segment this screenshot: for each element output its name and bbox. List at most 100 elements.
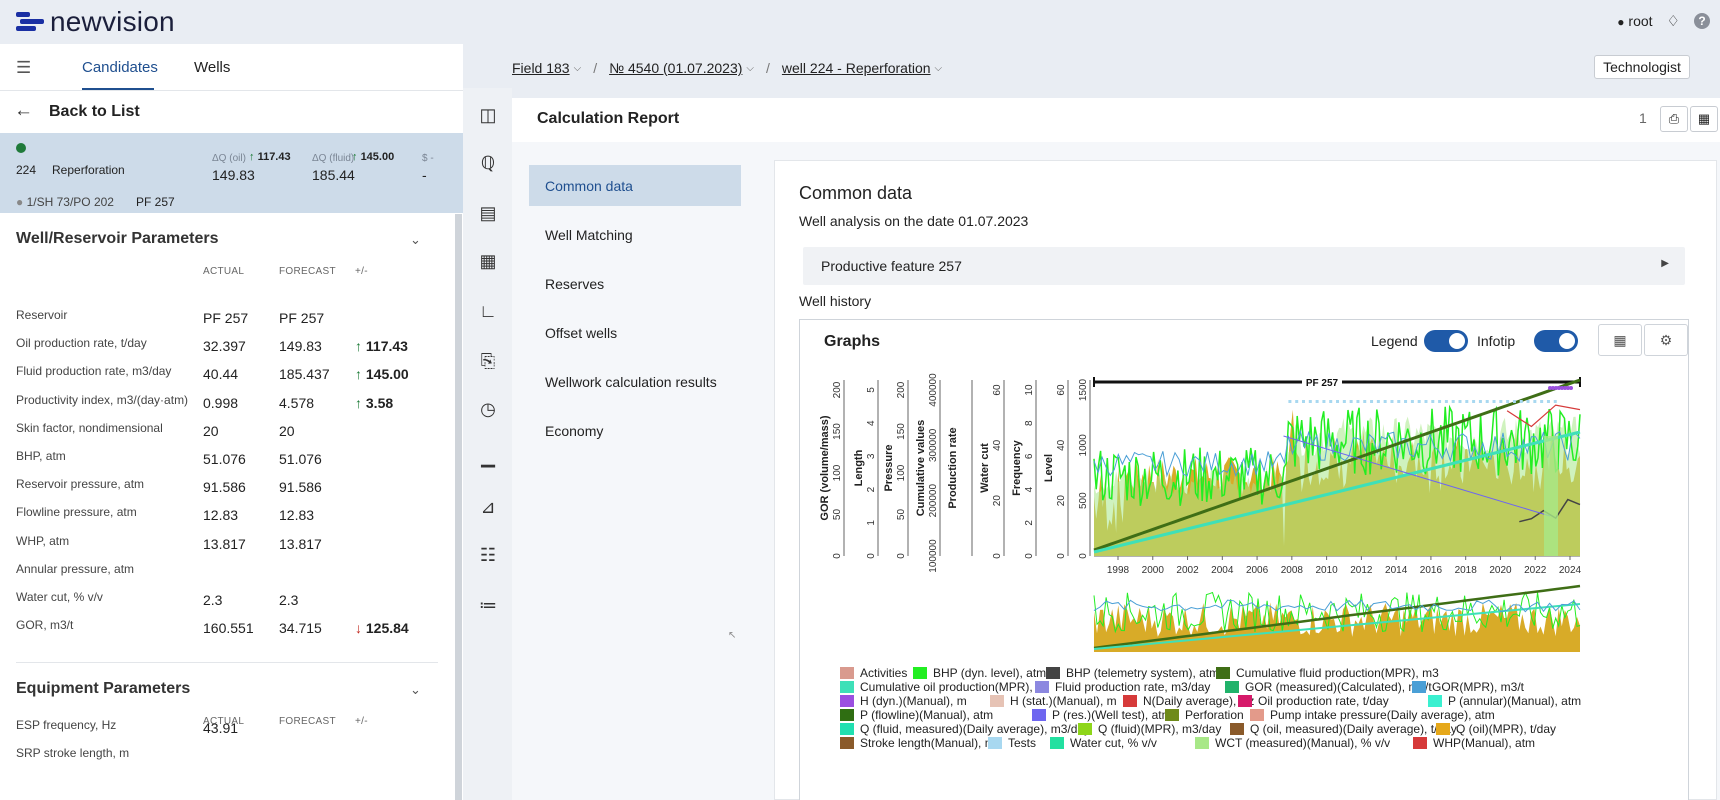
x-tick-label: 2002 (1176, 565, 1199, 576)
legend-item[interactable]: Q (fluid, measured)(Daily average), m3/d… (840, 722, 1090, 736)
common-data-card: Common data Well analysis on the date 01… (774, 160, 1717, 800)
axis-tick-label: 2 (866, 486, 877, 492)
breadcrumb-case[interactable]: № 4540 (01.07.2023) (609, 60, 743, 76)
legend-item[interactable]: Cumulative oil production(MPR), t (840, 680, 1039, 694)
help-icon[interactable]: ? (1694, 13, 1710, 29)
nav-reserves[interactable]: Reserves (545, 276, 605, 292)
map-icon[interactable]: ▤ (479, 203, 497, 223)
chevron-down-icon[interactable]: ⌄ (410, 682, 421, 697)
legend-item[interactable]: Activities (840, 666, 907, 680)
breadcrumb-well[interactable]: well 224 - Reperforation (781, 60, 931, 76)
test-marker (1383, 400, 1387, 403)
tab-wells[interactable]: Wells (194, 59, 231, 76)
test-marker (1370, 400, 1374, 403)
legend-item[interactable]: Q (fluid)(MPR), m3/day (1078, 722, 1221, 736)
settings-button[interactable]: ⚙ (1644, 324, 1688, 356)
chevron-down-icon[interactable]: ⌵ (573, 62, 582, 74)
legend-item[interactable]: Water cut, % v/v (1050, 736, 1157, 750)
bar-chart-icon[interactable]: ▁ (481, 447, 495, 467)
axis-tick-label: 0 (992, 553, 1003, 559)
pump-icon[interactable]: ⊿ (480, 497, 496, 517)
clock-icon[interactable]: ◷ (480, 399, 496, 419)
level-marker (1566, 386, 1570, 390)
test-marker (1329, 400, 1333, 403)
legend-item[interactable]: Cumulative fluid production(MPR), m3 (1216, 666, 1439, 680)
param-forecast: 185.437 (279, 366, 330, 383)
chevron-down-icon[interactable]: ⌵ (934, 62, 943, 74)
layers-icon[interactable]: ▦ (479, 251, 497, 271)
param-actual: 13.817 (203, 535, 246, 552)
legend-item[interactable]: P (flowline)(Manual), atm (840, 708, 993, 722)
legend-item[interactable]: P (res.)(Well test), atm (1032, 708, 1172, 722)
legend-item[interactable]: BHP (telemetry system), atm (1046, 666, 1219, 680)
legend-item[interactable]: Tests (988, 736, 1036, 750)
legend-item[interactable]: Pump intake pressure(Daily average), atm (1250, 708, 1495, 722)
infotip-toggle[interactable] (1534, 330, 1578, 352)
legend-item[interactable]: Perforation (1165, 708, 1244, 722)
axis-tick-label: 0 (1024, 553, 1035, 559)
axis-tick-label: 100 (832, 464, 843, 481)
param-row: Annular pressure, atm (0, 562, 440, 590)
axis-label: Production rate (947, 427, 959, 508)
nav-economy[interactable]: Economy (545, 423, 604, 439)
legend-item[interactable]: GOR(MPR), m3/t (1412, 680, 1524, 694)
logo[interactable]: newvision (16, 6, 175, 38)
legend-toggle[interactable] (1424, 330, 1468, 352)
param-name: Skin factor, nondimensional (16, 420, 163, 435)
chevron-down-icon[interactable]: ⌵ (746, 62, 755, 74)
axis-tick-label: 20 (992, 495, 1003, 507)
legend-item[interactable]: Oil production rate, t/day (1238, 694, 1389, 708)
grid-apps-icon[interactable]: ☷ (479, 545, 497, 565)
level-marker (1563, 386, 1567, 390)
breadcrumb-field[interactable]: Field 183 (512, 60, 570, 76)
collapse-menu-icon[interactable]: ☰ (16, 58, 32, 77)
nav-offset-wells[interactable]: Offset wells (545, 325, 618, 341)
user-name: root (1628, 13, 1653, 29)
pdf-button[interactable]: ▦ (1690, 106, 1718, 132)
productive-feature-row[interactable]: Productive feature 257 ▶ (803, 247, 1685, 285)
well-profile-icon[interactable]: ◫ (479, 105, 497, 125)
legend-item[interactable]: Q (oil)(MPR), t/day (1436, 722, 1556, 736)
legend-item[interactable]: GOR (measured)(Calculated), m3/t (1225, 680, 1432, 694)
legend-item[interactable]: WCT (measured)(Manual), % v/v (1195, 736, 1390, 750)
level-marker (1569, 386, 1573, 390)
legend-item[interactable]: BHP (dyn. level), atm (913, 666, 1046, 680)
nav-common-data[interactable]: Common data (529, 165, 741, 206)
axis-tick-label: 150 (832, 423, 843, 440)
legend-item[interactable]: P (annular)(Manual), atm (1428, 694, 1581, 708)
legend-item[interactable]: N(Daily average), Hz (1123, 694, 1254, 708)
back-to-list-button[interactable]: ← Back to List (0, 91, 463, 133)
x-tick-label: 2020 (1489, 565, 1512, 576)
axis-tick-label: 6 (1024, 453, 1035, 459)
legend-swatch (1035, 681, 1049, 693)
role-button[interactable]: Technologist (1594, 55, 1690, 79)
curve-icon[interactable]: ∟ (479, 301, 497, 321)
tab-candidates[interactable]: Candidates (82, 59, 158, 76)
legend-item[interactable]: H (stat.)(Manual), m (990, 694, 1117, 708)
well-tools-icon[interactable]: ℚ (480, 153, 496, 173)
printer-icon: ⎙ (1668, 111, 1680, 126)
clipboard-icon[interactable]: ⎘ (480, 351, 496, 371)
legend-swatch (1165, 709, 1179, 721)
card-title: Common data (799, 183, 913, 203)
analytics-icon[interactable]: ≔ (479, 595, 497, 615)
print-button[interactable]: ⎙ (1660, 106, 1688, 132)
legend-item[interactable]: Q (oil, measured)(Daily average), t/day (1230, 722, 1457, 736)
legend-item[interactable]: WHP(Manual), atm (1413, 736, 1535, 750)
test-marker (1376, 400, 1380, 403)
user-menu[interactable]: ● root (1617, 13, 1652, 29)
table-view-button[interactable]: ▦ (1598, 324, 1642, 356)
chevron-down-icon[interactable]: ⌄ (410, 232, 421, 247)
test-marker (1438, 400, 1442, 403)
legend-item[interactable]: H (dyn.)(Manual), m (840, 694, 967, 708)
legend-item[interactable]: Stroke length(Manual), m (840, 736, 995, 750)
bell-icon[interactable]: ♢ (1666, 13, 1680, 30)
nav-well-matching[interactable]: Well Matching (545, 227, 633, 243)
breadcrumb-separator: / (766, 60, 770, 76)
legend-item[interactable]: Fluid production rate, m3/day (1035, 680, 1210, 694)
nav-wellwork-results[interactable]: Wellwork calculation results (545, 374, 717, 390)
scrollbar[interactable] (455, 214, 462, 800)
axis-tick-label: 0 (1056, 553, 1067, 559)
candidate-card[interactable]: 224 Reperforation ΔQ (oil) ↑ 117.43 149.… (0, 133, 463, 213)
